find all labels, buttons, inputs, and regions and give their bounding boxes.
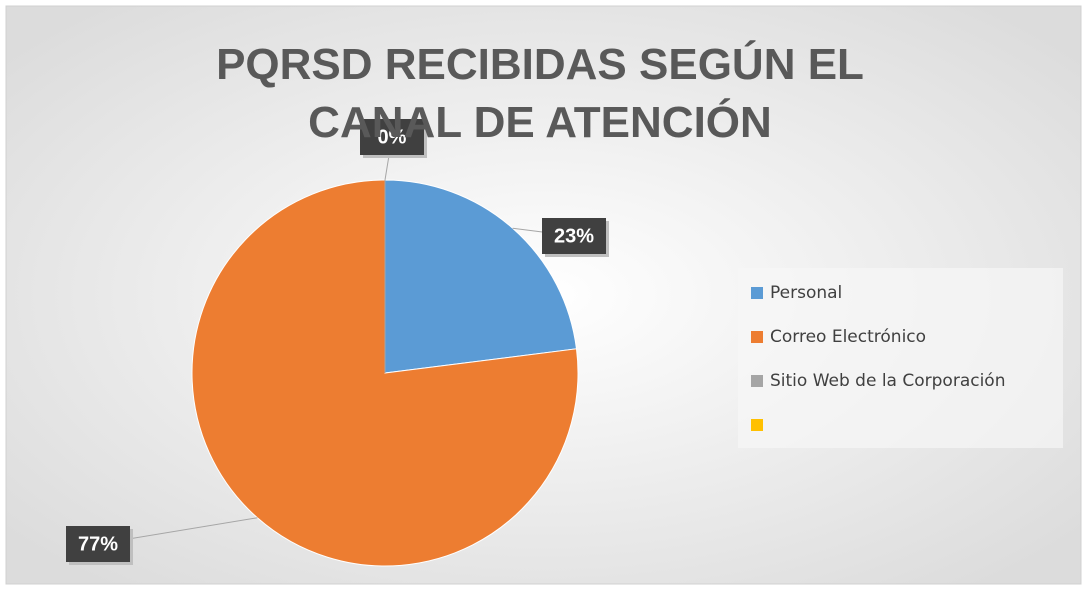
pie-slice [384,179,578,374]
legend-swatch [751,331,763,343]
data-label: 23% [554,225,594,247]
pie-slice [191,179,579,567]
legend-swatch [751,375,763,387]
data-label: 77% [78,533,118,555]
label-box [360,119,424,155]
data-label: 0% [378,126,407,148]
legend-label: Personal [770,283,842,303]
label-box [542,218,606,254]
chart-title: PQRSD RECIBIDAS SEGÚN EL CANAL DE ATENCI… [216,40,864,147]
legend-swatch [751,419,763,431]
legend-label: Sitio Web de la Corporación [770,371,1005,391]
legend-box [738,268,1063,448]
label-box [66,526,130,562]
legend-label: Correo Electrónico [770,327,926,347]
legend-swatch [751,287,763,299]
